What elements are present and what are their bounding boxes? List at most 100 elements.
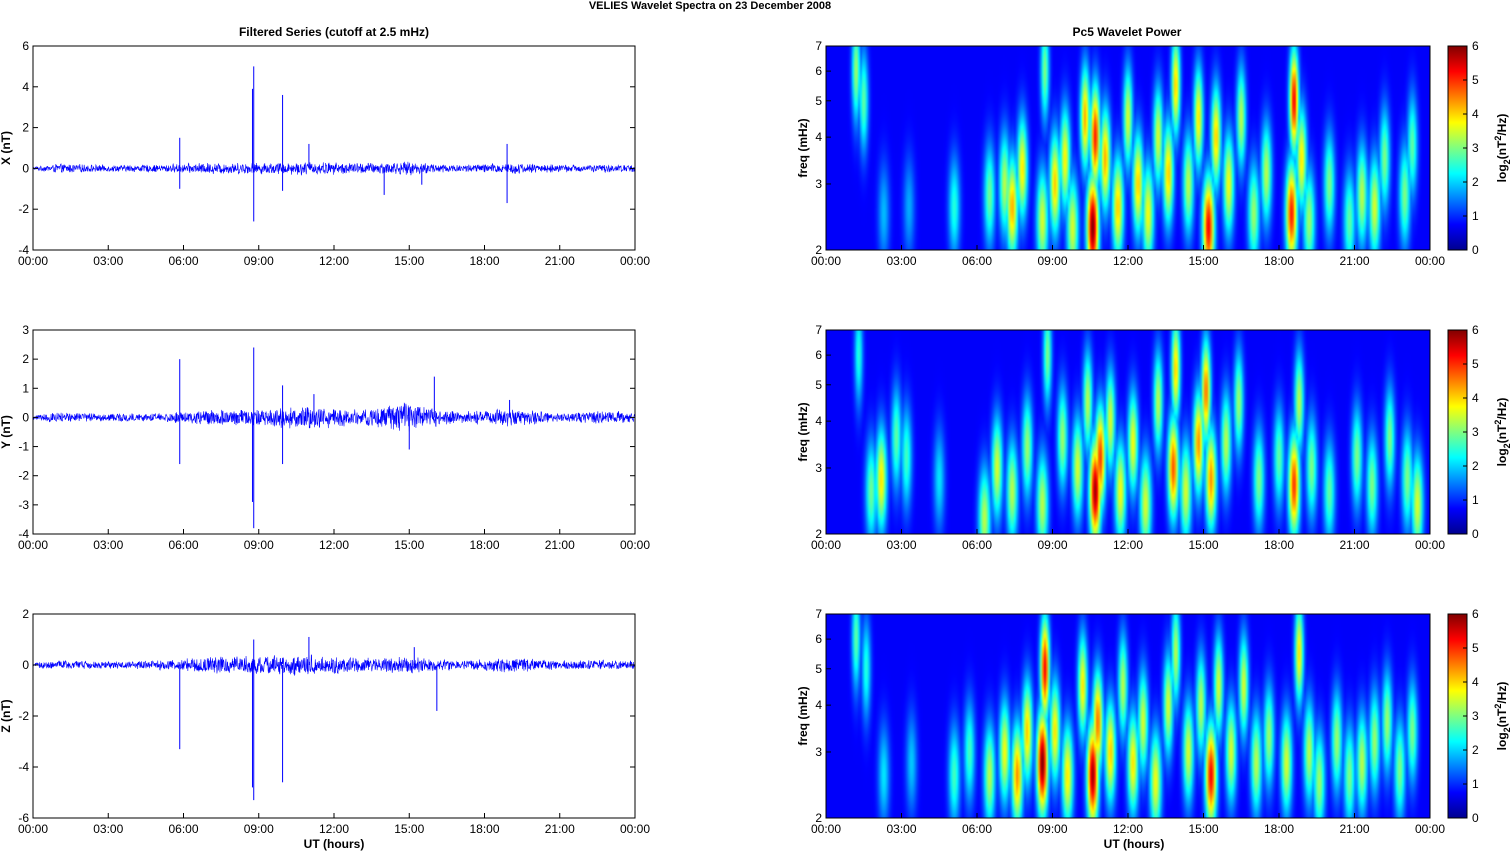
y-tick-label: 3	[22, 323, 29, 337]
y-tick-label: -6	[18, 811, 29, 825]
right-column-title: Pc5 Wavelet Power	[1073, 25, 1182, 39]
colorbar-tick-label: 1	[1472, 209, 1479, 223]
wavelet-heatmap	[826, 614, 1430, 818]
colorbar-tick-label: 3	[1472, 425, 1479, 439]
x-xtick: 15:00	[394, 254, 424, 268]
colorbar-tick-label: 5	[1472, 73, 1479, 87]
x-xtick: 21:00	[545, 254, 575, 268]
x-xtick: 18:00	[469, 822, 499, 836]
colorbar: 6 5 4 3 2 1 0 log2(nT2/Hz)	[1447, 39, 1511, 257]
freq-tick-label: 2	[815, 243, 822, 257]
y-tick-label: -2	[18, 202, 29, 216]
left-column-title: Filtered Series (cutoff at 2.5 mHz)	[239, 25, 429, 39]
x-xtick: 06:00	[168, 254, 198, 268]
y-axis-label: Z (nT)	[0, 699, 13, 732]
x-xtick: 03:00	[886, 538, 916, 552]
x-xtick: 06:00	[962, 538, 992, 552]
x-xtick: 09:00	[244, 538, 274, 552]
x-xtick: 12:00	[319, 538, 349, 552]
x-xtick: 21:00	[1339, 254, 1369, 268]
y-tick-label: 2	[22, 352, 29, 366]
x-xtick: 09:00	[244, 254, 274, 268]
colorbar-tick-label: 1	[1472, 493, 1479, 507]
x-xtick: 03:00	[93, 254, 123, 268]
y-tick-label: 6	[22, 39, 29, 53]
wavelet-heatmap	[826, 330, 1430, 534]
x-xtick: 00:00	[18, 254, 48, 268]
freq-tick-label: 4	[815, 130, 822, 144]
freq-tick-label: 3	[815, 745, 822, 759]
colorbar-tick-label: 1	[1472, 777, 1479, 791]
colorbar-tick-label: 2	[1472, 743, 1479, 757]
freq-tick-label: 2	[815, 811, 822, 825]
colorbar-tick-label: 0	[1472, 811, 1479, 825]
series-line	[32, 654, 636, 676]
colorbar-tick-label: 5	[1472, 641, 1479, 655]
x-xtick: 09:00	[1037, 538, 1067, 552]
colorbar-tick-label: 6	[1472, 39, 1479, 53]
colorbar-tick-label: 3	[1472, 141, 1479, 155]
x-xtick: 18:00	[1264, 254, 1294, 268]
x-xtick: 03:00	[886, 822, 916, 836]
y-tick-label: -2	[18, 709, 29, 723]
x-xtick: 06:00	[168, 538, 198, 552]
plot-area	[33, 330, 635, 534]
x-xtick: 15:00	[1188, 538, 1218, 552]
x-xtick: 12:00	[319, 254, 349, 268]
right-xlabel: UT (hours)	[1104, 837, 1165, 851]
colorbar-tick-label: 6	[1472, 607, 1479, 621]
freq-tick-label: 3	[815, 461, 822, 475]
colorbar-tick-label: 0	[1472, 527, 1479, 541]
y-tick-label: -4	[18, 527, 29, 541]
colorbar-tick-label: 2	[1472, 459, 1479, 473]
x-xtick: 18:00	[1264, 538, 1294, 552]
y-tick-label: 0	[22, 161, 29, 175]
x-xtick: 06:00	[962, 254, 992, 268]
y-tick-label: -1	[18, 440, 29, 454]
x-xtick: 18:00	[469, 538, 499, 552]
x-xtick: 21:00	[1339, 822, 1369, 836]
freq-tick-label: 7	[815, 323, 822, 337]
x-xtick: 09:00	[1037, 822, 1067, 836]
x-xtick: 06:00	[168, 822, 198, 836]
freq-tick-label: 5	[815, 662, 822, 676]
freq-tick-label: 2	[815, 527, 822, 541]
x-xtick: 00:00	[18, 822, 48, 836]
y-axis-label: freq (mHz)	[796, 686, 810, 745]
y-tick-label: 2	[22, 121, 29, 135]
y-tick-label: -3	[18, 498, 29, 512]
y-axis-label: freq (mHz)	[796, 118, 810, 177]
freq-tick-label: 4	[815, 414, 822, 428]
colorbar-tick-label: 0	[1472, 243, 1479, 257]
y-tick-label: 2	[22, 607, 29, 621]
x-xtick: 15:00	[394, 538, 424, 552]
freq-tick-label: 6	[815, 348, 822, 362]
x-xtick: 00:00	[620, 254, 650, 268]
x-xtick: 15:00	[394, 822, 424, 836]
x-xtick: 15:00	[1188, 254, 1218, 268]
left-xlabel: UT (hours)	[304, 837, 365, 851]
y-tick-label: 0	[22, 410, 29, 424]
freq-tick-label: 6	[815, 632, 822, 646]
series-line	[32, 402, 636, 432]
x-xtick: 00:00	[620, 822, 650, 836]
colorbar-tick-label: 6	[1472, 323, 1479, 337]
x-xtick: 00:00	[1415, 822, 1445, 836]
colorbar-tick-label: 5	[1472, 357, 1479, 371]
x-xtick: 06:00	[962, 822, 992, 836]
x-xtick: 21:00	[545, 538, 575, 552]
x-xtick: 18:00	[1264, 822, 1294, 836]
x-xtick: 12:00	[1113, 254, 1143, 268]
plot-area	[33, 46, 635, 250]
freq-tick-label: 3	[815, 177, 822, 191]
x-xtick: 03:00	[886, 254, 916, 268]
plot-area	[33, 614, 635, 818]
x-xtick: 00:00	[1415, 538, 1445, 552]
y-tick-label: 1	[22, 381, 29, 395]
